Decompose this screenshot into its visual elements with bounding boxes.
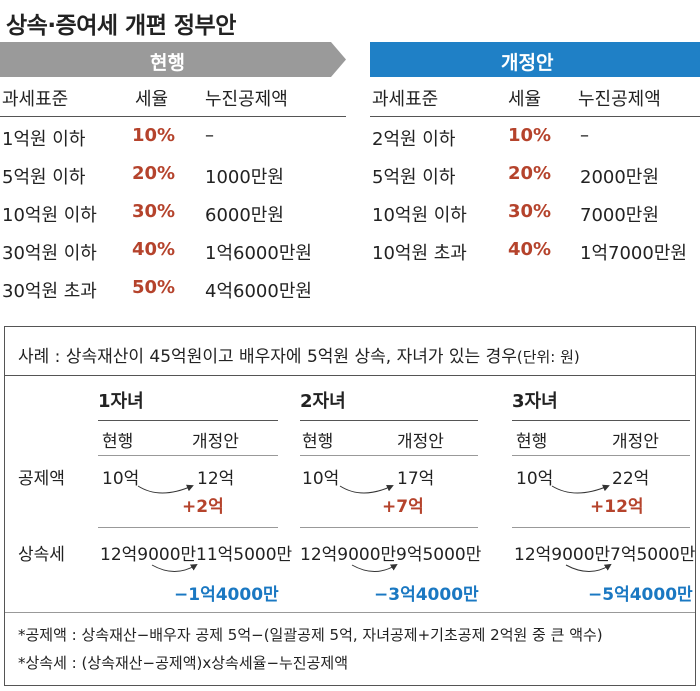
group-col-divider xyxy=(512,455,690,456)
tax-current: 12억9000만 xyxy=(514,545,611,565)
current-header-label: 현행 xyxy=(150,52,185,74)
arrow-icon xyxy=(565,563,612,572)
group-divider xyxy=(300,420,478,421)
proposal-header-label: 개정안 xyxy=(501,52,554,74)
tax-diff: −1억4000만 xyxy=(174,585,279,605)
tax-diff: −3억4000만 xyxy=(374,585,479,605)
current-row-base: 10억원 이하 xyxy=(2,205,97,226)
group-title: 3자녀 xyxy=(512,391,558,412)
proposal-row-rate: 30% xyxy=(508,201,552,222)
group-col-new: 개정안 xyxy=(192,432,239,452)
current-row-rate: 50% xyxy=(132,277,176,298)
row-label-deduction: 공제액 xyxy=(18,469,65,489)
deduction-diff: +7억 xyxy=(382,497,424,517)
notes-divider xyxy=(5,612,695,613)
proposal-row-rate: 10% xyxy=(508,125,552,146)
group-col-current: 현행 xyxy=(102,432,134,452)
proposal-row-rate: 40% xyxy=(508,239,552,260)
example-caption-divider xyxy=(5,375,695,376)
proposal-col-deduction: 누진공제액 xyxy=(578,89,661,110)
proposal-row-base: 10억원 이하 xyxy=(372,205,467,226)
current-row-rate: 20% xyxy=(132,163,176,184)
proposal-col-base: 과세표준 xyxy=(372,89,439,110)
current-row-rate: 10% xyxy=(132,125,176,146)
current-row-rate: 40% xyxy=(132,239,176,260)
proposal-header-divider xyxy=(370,116,700,117)
proposal-row-deduction: – xyxy=(580,125,589,146)
current-header-bar: 현행 xyxy=(0,42,346,77)
group-title: 1자녀 xyxy=(98,391,144,412)
tax-new: 11억5000만 xyxy=(196,545,293,565)
current-row-deduction: 4억6000만원 xyxy=(205,281,312,302)
row-label-tax: 상속세 xyxy=(18,545,65,565)
current-row-deduction: 6000만원 xyxy=(205,205,284,226)
group-col-current: 현행 xyxy=(302,432,334,452)
proposal-row-deduction: 2000만원 xyxy=(580,167,659,188)
deduction-new: 12억 xyxy=(197,469,235,489)
proposal-row-base: 10억원 초과 xyxy=(372,243,467,264)
group-row-divider xyxy=(512,527,690,528)
deduction-diff: +12억 xyxy=(590,497,644,517)
group-col-current: 현행 xyxy=(516,432,548,452)
deduction-current: 10억 xyxy=(102,469,140,489)
current-row-deduction: – xyxy=(205,125,214,146)
tax-diff: −5억4000만 xyxy=(588,585,693,605)
group-divider xyxy=(512,420,690,421)
proposal-row-base: 2억원 이하 xyxy=(372,129,456,150)
deduction-new: 22억 xyxy=(612,469,650,489)
proposal-row-deduction: 1억7000만원 xyxy=(580,243,687,264)
current-row-deduction: 1억6000만원 xyxy=(205,243,312,264)
example-caption: 사례 : 상속재산이 45억원이고 배우자에 5억원 상속, 자녀가 있는 경우… xyxy=(18,347,580,367)
arrow-icon xyxy=(137,484,194,494)
example-unit: (단위: 원) xyxy=(516,348,580,366)
group-col-divider xyxy=(98,455,278,456)
arrow-icon xyxy=(151,563,198,572)
current-row-base: 30억원 이하 xyxy=(2,243,97,264)
current-row-rate: 30% xyxy=(132,201,176,222)
deduction-current: 10억 xyxy=(302,469,340,489)
group-col-new: 개정안 xyxy=(397,432,444,452)
current-col-rate: 세율 xyxy=(135,89,169,110)
group-col-divider xyxy=(300,455,478,456)
arrow-icon xyxy=(351,563,398,572)
note-deduction: *공제액 : 상속재산−배우자 공제 5억−(일괄공제 5억, 자녀공제+기초공… xyxy=(18,626,603,644)
group-row-divider xyxy=(300,527,478,528)
proposal-col-rate: 세율 xyxy=(508,89,542,110)
current-col-base: 과세표준 xyxy=(2,89,69,110)
deduction-new: 17억 xyxy=(397,469,435,489)
arrow-icon xyxy=(551,484,610,494)
group-divider xyxy=(98,420,278,421)
proposal-header-bar: 개정안 xyxy=(370,42,700,77)
current-row-base: 5억원 이하 xyxy=(2,167,86,188)
proposal-row-rate: 20% xyxy=(508,163,552,184)
example-box xyxy=(4,326,696,686)
group-row-divider xyxy=(98,527,278,528)
group-title: 2자녀 xyxy=(300,391,346,412)
deduction-diff: +2억 xyxy=(182,497,224,517)
note-tax: *상속세 : (상속재산−공제액)x상속세율−누진공제액 xyxy=(18,654,349,672)
tax-current: 12억9000만 xyxy=(100,545,197,565)
arrow-icon xyxy=(339,484,394,494)
tax-new: 7억5000만 xyxy=(610,545,696,565)
proposal-row-deduction: 7000만원 xyxy=(580,205,659,226)
current-row-deduction: 1000만원 xyxy=(205,167,284,188)
current-row-base: 30억원 초과 xyxy=(2,281,97,302)
tax-current: 12억9000만 xyxy=(300,545,397,565)
deduction-current: 10억 xyxy=(516,469,554,489)
page-title: 상속·증여세 개편 정부안 xyxy=(6,13,236,39)
proposal-row-base: 5억원 이하 xyxy=(372,167,456,188)
current-col-deduction: 누진공제액 xyxy=(205,89,288,110)
tax-new: 9억5000만 xyxy=(396,545,482,565)
current-header-divider xyxy=(0,116,346,117)
group-col-new: 개정안 xyxy=(612,432,659,452)
current-row-base: 1억원 이하 xyxy=(2,129,86,150)
